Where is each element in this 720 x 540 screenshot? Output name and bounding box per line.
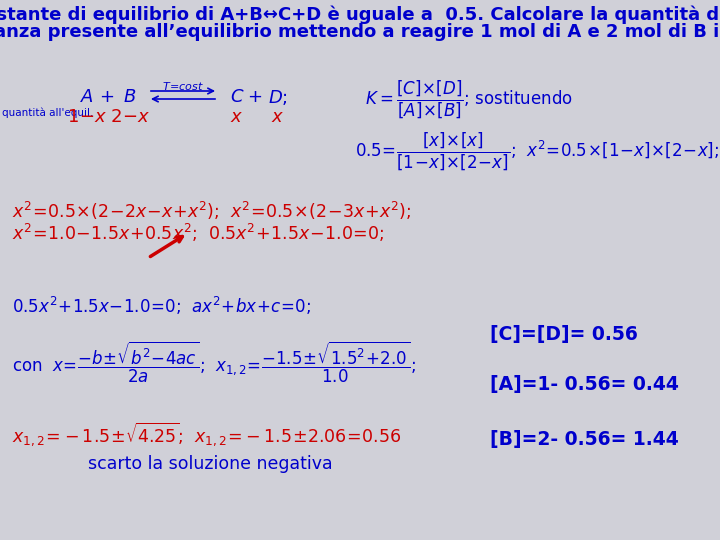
- Text: $T\!=\!cost$: $T\!=\!cost$: [162, 80, 204, 92]
- Text: $K=\dfrac{[C]\!\times\![D]}{[A]\!\times\![B]}$; sostituendo: $K=\dfrac{[C]\!\times\![D]}{[A]\!\times\…: [365, 78, 573, 120]
- Text: quantità all'equil.: quantità all'equil.: [2, 108, 94, 118]
- Text: $x_{1,2}\!=\!-1.5\!\pm\!\sqrt{4.25}$;  $x_{1,2}\!=\!-1.5\!\pm\!2.06\!=\!0.56$: $x_{1,2}\!=\!-1.5\!\pm\!\sqrt{4.25}$; $x…: [12, 420, 401, 448]
- Text: $A$: $A$: [80, 88, 94, 106]
- Text: scarto la soluzione negativa: scarto la soluzione negativa: [88, 455, 333, 473]
- Text: $2\!-\!x$: $2\!-\!x$: [109, 108, 150, 126]
- Text: $x$: $x$: [230, 108, 243, 126]
- Text: [B]=2- 0.56= 1.44: [B]=2- 0.56= 1.44: [490, 430, 679, 449]
- Text: [C]=[D]= 0.56: [C]=[D]= 0.56: [490, 325, 638, 344]
- Text: $0.5\!=\!\dfrac{[x]\!\times\![x]}{[1\!-\!x]\!\times\![2\!-\!x]}$;  $x^2\!=\!0.5\: $0.5\!=\!\dfrac{[x]\!\times\![x]}{[1\!-\…: [355, 130, 719, 172]
- Text: [A]=1- 0.56= 0.44: [A]=1- 0.56= 0.44: [490, 375, 679, 394]
- Text: $B$: $B$: [123, 88, 137, 106]
- Text: $x^2\!=\!1.0\!-\!1.5x\!+\!0.5x^2$;  $0.5x^2\!+\!1.5x\!-\!1.0\!=\!0$;: $x^2\!=\!1.0\!-\!1.5x\!+\!0.5x^2$; $0.5x…: [12, 222, 384, 244]
- Text: $x^2\!=\!0.5\!\times\!(2\!-\!2x\!-\!x\!+\!x^2)$;  $x^2\!=\!0.5\!\times\!(2\!-\!3: $x^2\!=\!0.5\!\times\!(2\!-\!2x\!-\!x\!+…: [12, 200, 411, 222]
- Text: $+$: $+$: [99, 88, 114, 106]
- Text: sostanza presente all’equilibrio mettendo a reagire 1 mol di A e 2 mol di B in 1: sostanza presente all’equilibrio mettend…: [0, 23, 720, 41]
- Text: con  $x\!=\!\dfrac{-b\!\pm\!\sqrt{b^2\!-\!4ac}}{2a}$;  $x_{1,2}\!=\!\dfrac{-1.5\: con $x\!=\!\dfrac{-b\!\pm\!\sqrt{b^2\!-\…: [12, 340, 416, 385]
- Text: $0.5x^2\!+\!1.5x\!-\!1.0\!=\!0$;  $ax^2\!+\!bx\!+\!c\!=\!0$;: $0.5x^2\!+\!1.5x\!-\!1.0\!=\!0$; $ax^2\!…: [12, 295, 311, 317]
- Text: $C$: $C$: [230, 88, 244, 106]
- Text: $D;$: $D;$: [268, 88, 288, 107]
- Text: $1\!-\!x$: $1\!-\!x$: [67, 108, 107, 126]
- Text: $+$: $+$: [248, 88, 263, 106]
- Text: La costante di equilibrio di A+B↔C+D è uguale a  0.5. Calcolare la quantità di o: La costante di equilibrio di A+B↔C+D è u…: [0, 5, 720, 24]
- Text: $x$: $x$: [271, 108, 284, 126]
